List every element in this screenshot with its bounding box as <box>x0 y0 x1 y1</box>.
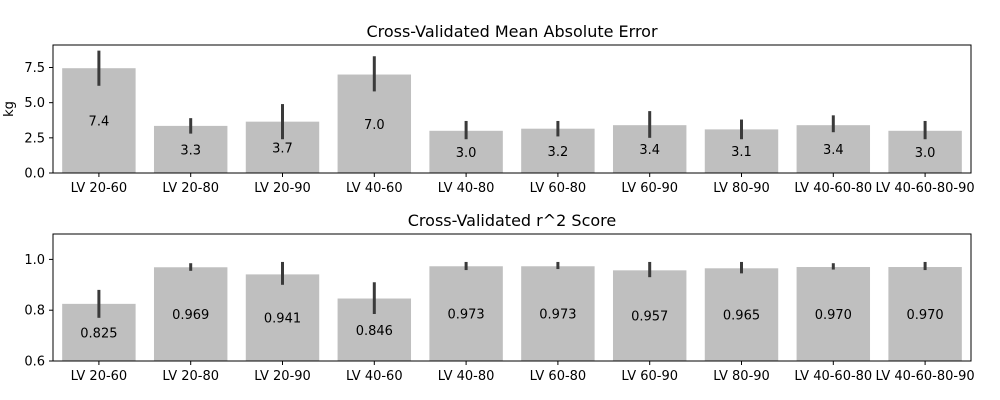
y-tick-label: 2.5 <box>24 131 45 146</box>
x-tick-label: LV 60-90 <box>621 369 678 384</box>
data-label: 3.4 <box>823 143 844 158</box>
x-tick-label: LV 60-80 <box>530 369 587 384</box>
x-tick-label: LV 20-60 <box>71 369 128 384</box>
x-tick-label: LV 20-90 <box>254 369 311 384</box>
x-tick-label: LV 20-80 <box>162 181 219 196</box>
x-tick-label: LV 40-60-80-90 <box>876 369 975 384</box>
x-tick-label: LV 60-80 <box>530 181 587 196</box>
data-label: 0.965 <box>723 309 760 324</box>
data-label: 3.0 <box>915 146 936 161</box>
data-label: 0.969 <box>172 308 209 323</box>
data-label: 3.4 <box>639 143 660 158</box>
data-label: 3.1 <box>731 145 752 160</box>
chart-panel-1: Cross-Validated Mean Absolute Error kg 7.4… <box>2 22 975 196</box>
data-label: 0.941 <box>264 312 301 327</box>
y-tick-label: 7.5 <box>24 61 45 76</box>
y-tick-label: 1.0 <box>24 253 45 268</box>
chart-panel-2: Cross-Validated r^2 Score 0.825 LV 20-60 0.… <box>24 211 974 384</box>
chart-title: Cross-Validated Mean Absolute Error <box>366 22 658 41</box>
x-tick-label: LV 80-90 <box>713 369 770 384</box>
bar <box>245 274 320 361</box>
y-tick-label: 0.6 <box>24 355 45 370</box>
x-tick-label: LV 20-90 <box>254 181 311 196</box>
data-label: 3.7 <box>272 141 293 156</box>
x-tick-label: LV 40-80 <box>438 369 495 384</box>
chart-title: Cross-Validated r^2 Score <box>408 211 616 230</box>
x-tick-label: LV 20-60 <box>71 181 128 196</box>
x-tick-label: LV 40-80 <box>438 181 495 196</box>
y-tick-label: 0.0 <box>24 167 45 182</box>
data-label: 0.973 <box>539 308 576 323</box>
bar <box>796 267 871 361</box>
bar <box>888 267 962 361</box>
y-tick-label: 0.8 <box>24 304 45 319</box>
x-tick-label: LV 80-90 <box>713 181 770 196</box>
bar <box>521 266 595 361</box>
data-label: 0.970 <box>906 308 943 323</box>
x-tick-label: LV 40-60 <box>346 369 403 384</box>
data-label: 0.970 <box>815 308 852 323</box>
x-tick-label: LV 40-60 <box>346 181 403 196</box>
bar <box>612 270 687 361</box>
data-label: 7.4 <box>89 115 110 130</box>
data-label: 0.957 <box>631 310 668 325</box>
y-tick-label: 5.0 <box>24 96 45 111</box>
y-axis-label: kg <box>2 101 17 117</box>
bar <box>704 268 779 361</box>
x-tick-label: LV 60-90 <box>621 181 678 196</box>
data-label: 3.2 <box>548 145 569 160</box>
data-label: 3.3 <box>180 143 201 158</box>
data-label: 3.0 <box>456 146 477 161</box>
x-tick-label: LV 40-60-80 <box>794 369 872 384</box>
bar <box>153 125 228 173</box>
data-label: 0.973 <box>447 308 484 323</box>
x-tick-label: LV 40-60-80 <box>794 181 872 196</box>
data-label: 7.0 <box>364 118 385 133</box>
x-tick-label: LV 40-60-80-90 <box>876 181 975 196</box>
x-tick-label: LV 20-80 <box>162 369 219 384</box>
data-label: 0.825 <box>80 326 117 341</box>
plot-frame <box>52 233 972 362</box>
bar <box>153 267 228 361</box>
bar <box>429 266 503 361</box>
plot-frame <box>52 44 972 174</box>
bar <box>796 125 871 173</box>
data-label: 0.846 <box>356 324 393 339</box>
